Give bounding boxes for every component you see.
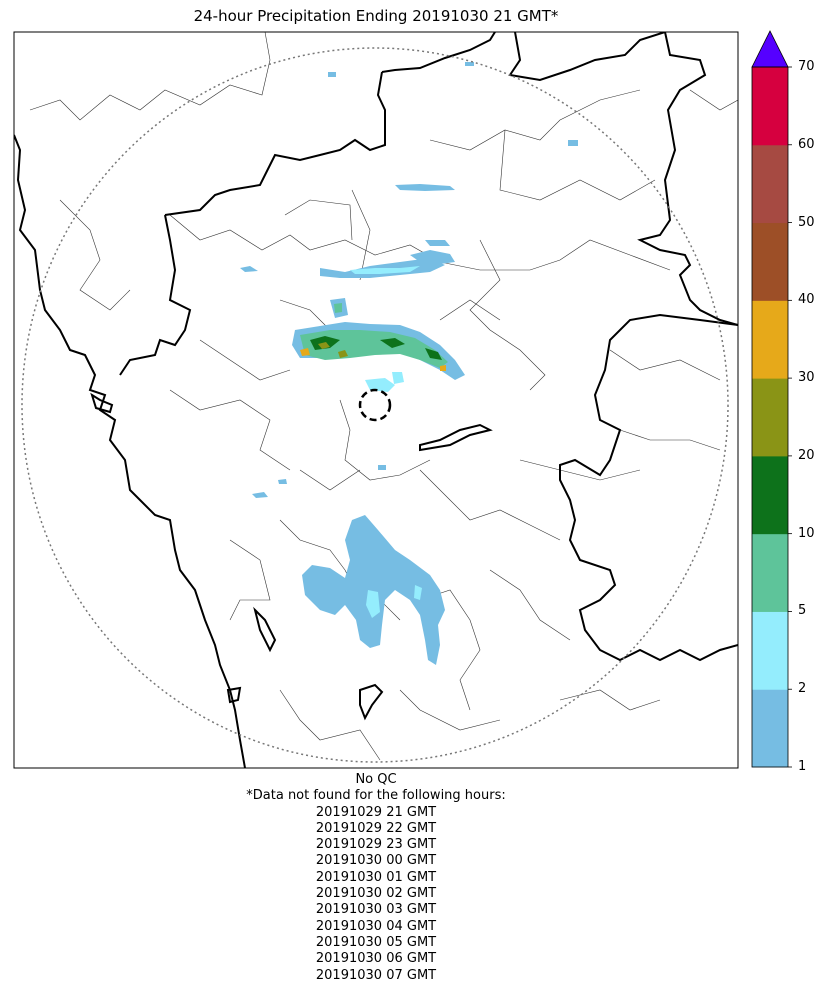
colorbar-tick-label: 20 xyxy=(798,447,815,463)
footer-notes: No QC *Data not found for the following … xyxy=(14,772,738,984)
colorbar-outline xyxy=(751,66,789,768)
missing-hour: 20191029 23 GMT xyxy=(315,837,437,853)
missing-hour: 20191029 21 GMT xyxy=(315,804,437,820)
colorbar-segment xyxy=(752,222,788,301)
missing-hour: 20191030 04 GMT xyxy=(315,918,437,934)
map-frame xyxy=(13,31,739,769)
radar-site-marker xyxy=(358,388,392,422)
colorbar-segment xyxy=(752,689,788,768)
map-title: 24-hour Precipitation Ending 20191030 21… xyxy=(193,7,559,25)
missing-hour: 20191029 22 GMT xyxy=(315,820,437,836)
colorbar-tick-label: 70 xyxy=(798,59,815,74)
precipitation-fill xyxy=(240,62,578,665)
colorbar-tick-label: 30 xyxy=(798,370,815,386)
colorbar-tick-label: 10 xyxy=(798,525,815,541)
colorbar-segment xyxy=(752,67,788,146)
missing-hour: 20191030 02 GMT xyxy=(315,886,437,902)
missing-hour: 20191030 06 GMT xyxy=(315,951,437,967)
missing-hour: 20191030 05 GMT xyxy=(315,934,437,950)
missing-hour: 20191030 03 GMT xyxy=(315,902,437,918)
colorbar-segment xyxy=(752,378,788,457)
colorbar-tick-label: 1 xyxy=(798,759,807,774)
missing-hour: 20191030 00 GMT xyxy=(315,853,437,869)
colorbar-segment xyxy=(752,455,788,535)
colorbar-segment xyxy=(752,300,788,379)
missing-hour: 20191030 01 GMT xyxy=(315,869,437,885)
radar-range-ring xyxy=(21,47,729,763)
colorbar-segment xyxy=(752,533,788,612)
missing-hour: 20191030 07 GMT xyxy=(315,967,437,983)
colorbar xyxy=(751,30,792,768)
colorbar-tick-label: 60 xyxy=(798,136,815,152)
colorbar-segment xyxy=(752,611,788,690)
colorbar-tick-label: 2 xyxy=(798,681,807,697)
colorbar-tick-label: 5 xyxy=(798,603,807,619)
colorbar-extend-arrow xyxy=(751,30,789,68)
state-borders xyxy=(14,32,738,768)
qc-note: No QC xyxy=(355,772,397,787)
colorbar-tick-label: 50 xyxy=(798,214,815,230)
colorbar-tick-label: 40 xyxy=(798,292,815,308)
district-boundaries xyxy=(29,32,738,761)
missing-data-header: *Data not found for the following hours: xyxy=(246,788,506,804)
colorbar-segment xyxy=(752,144,788,224)
